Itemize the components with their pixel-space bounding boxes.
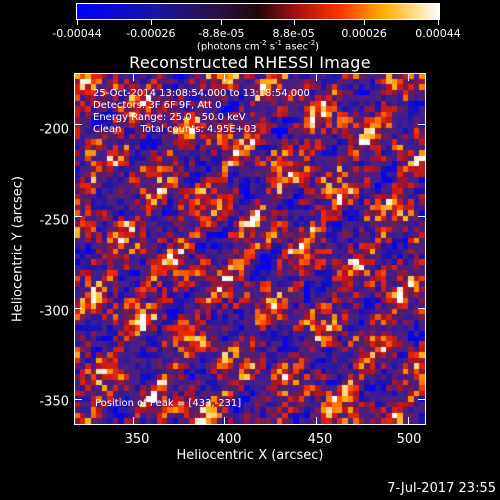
colorbar-tick-label: 8.8e-05	[272, 27, 315, 40]
y-axis-tick	[75, 307, 82, 309]
colorbar-tick	[438, 20, 439, 25]
colorbar-tick	[77, 20, 78, 25]
y-axis-tick	[75, 399, 82, 401]
y-axis-tick	[418, 307, 425, 309]
colorbar	[76, 3, 440, 20]
colorbar-tick-label: -0.00026	[126, 27, 176, 40]
colorbar-tick	[364, 20, 366, 25]
y-tick-label: -350	[39, 394, 69, 410]
x-tick-label: 350	[124, 432, 150, 447]
x-axis-tick	[407, 417, 409, 424]
y-axis-tick	[418, 124, 425, 126]
y-axis-tick	[75, 124, 82, 126]
colorbar-tick-label: -0.00044	[52, 27, 102, 40]
annotation-energy-range: Energy Range: 25.0 - 50.0 keV	[93, 112, 246, 123]
y-tick-label: -200	[39, 122, 69, 138]
colorbar-tick	[150, 20, 152, 25]
y-axis-tick	[418, 216, 425, 217]
x-axis-title: Heliocentric X (arcsec)	[176, 448, 324, 463]
x-tick-label: 500	[396, 432, 422, 447]
colorbar-tick-label: -8.8e-05	[198, 27, 245, 40]
annotation-clean-counts: Clean Total counts: 4.95E+03	[93, 124, 257, 135]
heatmap-image	[75, 74, 425, 424]
y-tick-label: -250	[39, 213, 69, 229]
x-tick-label: 450	[307, 432, 333, 447]
footer-date: 7-Jul-2017 23:55	[387, 481, 496, 496]
colorbar-tick	[293, 20, 295, 25]
annotation-detectors: Detectors: 3F 6F 9F, Att 0	[93, 100, 222, 111]
plot-title: Reconstructed RHESSI Image	[129, 53, 371, 72]
peak-position-label: Position of Peak = [433,-231]	[95, 398, 242, 409]
x-axis-tick	[132, 417, 134, 424]
x-axis-tick	[224, 417, 226, 424]
y-tick-label: -300	[39, 304, 69, 320]
y-axis-tick	[75, 216, 82, 217]
plot-area: 25-Oct-2014 13:08:54.000 to 13:18:54.000…	[74, 73, 426, 425]
colorbar-tick	[221, 20, 223, 25]
x-axis-tick	[316, 74, 317, 81]
annotation-time-range: 25-Oct-2014 13:08:54.000 to 13:18:54.000	[93, 88, 310, 99]
colorbar-units: (photons cm-2 s-1 asec-2)	[196, 39, 320, 53]
x-axis-tick	[224, 74, 226, 81]
x-axis-tick	[407, 74, 409, 81]
x-tick-label: 400	[216, 432, 242, 447]
colorbar-tick-label: 0.00044	[415, 27, 461, 40]
y-axis-tick	[418, 399, 425, 401]
y-axis-title: Heliocentric Y (arcsec)	[10, 176, 26, 322]
colorbar-tick-label: 0.00026	[341, 27, 387, 40]
x-axis-tick	[316, 417, 317, 424]
x-axis-tick	[132, 74, 134, 81]
